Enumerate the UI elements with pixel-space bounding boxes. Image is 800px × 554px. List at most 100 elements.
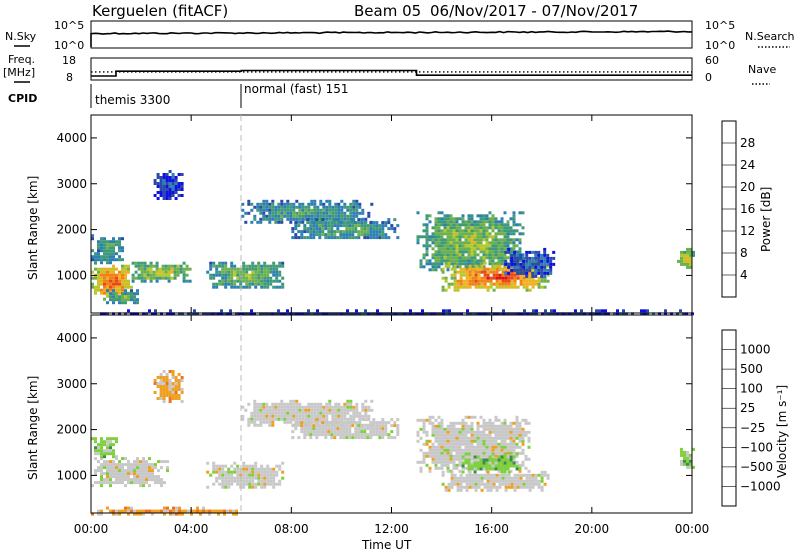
- velocity-cell: [509, 461, 513, 465]
- velocity-cell: [357, 427, 361, 431]
- velocity-cell: [294, 427, 298, 431]
- power-cell: [431, 232, 435, 236]
- velocity-cell: [121, 463, 124, 467]
- power-cell: [444, 276, 448, 280]
- power-cell: [173, 273, 177, 277]
- velocity-cell: [106, 446, 109, 450]
- velocity-cell: [163, 512, 166, 516]
- velocity-cell: [422, 418, 426, 422]
- power-cell: [217, 312, 220, 316]
- power-cell: [106, 267, 109, 271]
- velocity-cell: [474, 473, 478, 477]
- velocity-cell: [136, 478, 139, 482]
- velocity-cell: [133, 460, 136, 464]
- velocity-cell: [133, 481, 136, 485]
- power-cell: [525, 253, 529, 257]
- power-cell: [492, 276, 496, 280]
- velocity-cell: [151, 463, 154, 467]
- power-cell: [372, 236, 376, 240]
- power-cell: [537, 253, 541, 257]
- velocity-cell: [479, 464, 483, 468]
- power-cell: [109, 273, 112, 277]
- power-cell: [537, 279, 541, 283]
- velocity-cell: [136, 475, 139, 479]
- velocity-cell: [206, 485, 210, 489]
- velocity-cell: [142, 466, 145, 470]
- power-cell: [516, 268, 520, 272]
- velocity-cell: [482, 418, 486, 422]
- velocity-cell: [500, 455, 504, 459]
- velocity-cell: [527, 439, 531, 443]
- velocity-cell: [375, 430, 379, 434]
- velocity-cell: [494, 430, 498, 434]
- power-cell: [522, 285, 526, 289]
- power-cell: [378, 236, 382, 240]
- power-cell: [443, 223, 447, 227]
- power-cell: [437, 238, 441, 242]
- velocity-cell: [253, 408, 257, 412]
- velocity-cell: [689, 462, 692, 466]
- velocity-cell: [355, 423, 359, 427]
- velocity-cell: [236, 476, 240, 480]
- velocity-cell: [446, 430, 450, 434]
- power-cell: [458, 241, 462, 245]
- velocity-cell: [224, 476, 228, 480]
- velocity-cell: [159, 388, 163, 391]
- power-cell: [467, 235, 471, 239]
- y-tick-label: 3000: [56, 377, 87, 391]
- velocity-cell: [327, 424, 331, 428]
- power-cell: [351, 218, 355, 222]
- power-cell: [525, 265, 529, 269]
- power-cell: [155, 267, 159, 271]
- power-cell: [443, 220, 447, 224]
- velocity-cell: [100, 452, 103, 456]
- velocity-cell: [367, 414, 371, 418]
- power-cell: [448, 312, 451, 316]
- velocity-cell: [512, 421, 516, 425]
- power-cell: [488, 262, 492, 266]
- velocity-cell: [543, 482, 547, 486]
- power-cell: [483, 267, 487, 271]
- power-cell: [187, 312, 190, 316]
- velocity-cell: [286, 402, 290, 406]
- velocity-cell: [133, 475, 136, 479]
- power-cell: [212, 261, 216, 265]
- power-cell: [133, 295, 136, 299]
- velocity-cell: [360, 433, 364, 437]
- velocity-cell: [471, 485, 475, 489]
- power-cell: [512, 241, 516, 245]
- velocity-cell: [437, 427, 441, 431]
- power-cell: [494, 235, 498, 239]
- velocity-cell: [283, 417, 287, 421]
- power-cell: [476, 220, 480, 224]
- power-cell: [455, 241, 459, 245]
- velocity-cell: [485, 442, 489, 446]
- power-cell: [182, 267, 186, 271]
- power-cell: [300, 230, 304, 234]
- power-cell: [506, 241, 510, 245]
- power-cell: [91, 249, 94, 253]
- power-cell: [437, 250, 441, 254]
- power-cell: [91, 276, 94, 280]
- power-cell: [464, 235, 468, 239]
- velocity-cell: [500, 470, 504, 474]
- velocity-cell: [465, 482, 469, 486]
- velocity-cell: [334, 414, 338, 418]
- power-cell: [531, 285, 535, 289]
- velocity-cell: [479, 455, 483, 459]
- power-cell: [428, 214, 432, 218]
- velocity-cell: [115, 457, 118, 461]
- velocity-cell: [455, 445, 459, 449]
- power-cell: [464, 256, 468, 260]
- power-cell: [497, 250, 501, 254]
- power-cell: [310, 312, 313, 316]
- velocity-cell: [224, 485, 228, 489]
- velocity-cell: [171, 376, 175, 379]
- power-cell: [106, 291, 109, 295]
- velocity-cell: [301, 408, 305, 412]
- velocity-cell: [372, 418, 376, 422]
- power-cell: [547, 312, 550, 316]
- power-cell: [248, 267, 252, 271]
- velocity-cell: [321, 430, 325, 434]
- power-cell: [540, 256, 544, 260]
